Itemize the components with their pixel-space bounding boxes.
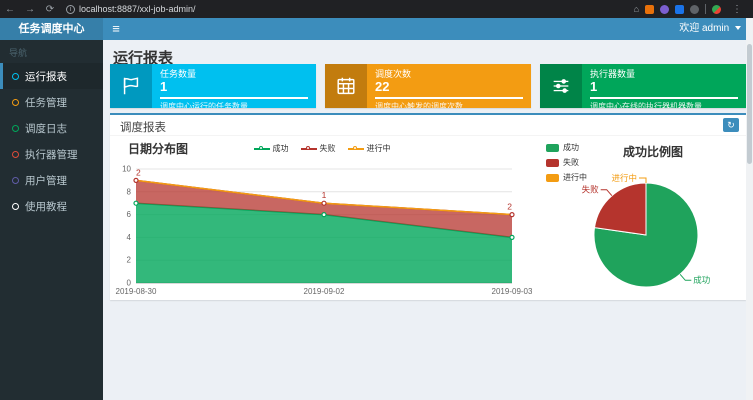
site-info-icon[interactable]: i — [66, 4, 75, 14]
address-bar[interactable]: i localhost:8887/xxl-job-admin/ — [66, 4, 634, 14]
side-panel-icon[interactable]: ⌂ — [633, 4, 639, 14]
circle-icon — [12, 176, 19, 184]
user-menu-label: 欢迎 admin — [679, 23, 730, 34]
svg-text:10: 10 — [122, 165, 131, 174]
app-navbar: 任务调度中心 ≡ 欢迎 admin — [0, 18, 753, 40]
flag-icon — [110, 64, 152, 108]
toolbar-divider — [705, 4, 706, 14]
svg-text:成功: 成功 — [693, 275, 710, 285]
page-title: 运行报表 — [113, 50, 174, 67]
browser-menu-icon[interactable]: ⋮ — [732, 3, 742, 15]
svg-text:进行中: 进行中 — [611, 173, 637, 183]
refresh-button[interactable]: ↻ — [723, 118, 739, 132]
stat-title: 任务数量 — [160, 69, 197, 79]
profile-avatar[interactable] — [712, 4, 721, 14]
stat-card-trigger-count: 调度次数 22 调度中心触发的调度次数 — [325, 64, 531, 108]
sidebar-item-label: 执行器管理 — [25, 148, 78, 161]
url-text: localhost:8887/xxl-job-admin/ — [79, 4, 196, 14]
user-menu[interactable]: 欢迎 admin — [679, 18, 741, 40]
page-scrollbar[interactable] — [746, 18, 753, 400]
svg-text:8: 8 — [127, 187, 132, 196]
sliders-icon — [540, 64, 582, 108]
sidebar-item-executor-management[interactable]: 执行器管理 — [0, 141, 103, 167]
svg-text:2: 2 — [127, 256, 132, 265]
chevron-down-icon — [735, 26, 741, 31]
svg-text:2019-09-03: 2019-09-03 — [492, 287, 532, 296]
circle-icon — [12, 72, 19, 80]
panel-title: 调度报表 — [120, 122, 166, 134]
sidebar-item-user-management[interactable]: 用户管理 — [0, 167, 103, 193]
stat-card-executor-count: 执行器数量 1 调度中心在线的执行器机器数量 — [540, 64, 746, 108]
legend-item[interactable]: 失败 — [546, 157, 587, 168]
extension-icon[interactable] — [660, 4, 669, 14]
main-content: 运行报表 任务数量 1 调度中心运行的任务数量 调度次数 — [103, 40, 746, 400]
svg-text:4: 4 — [127, 233, 132, 242]
legend-item[interactable]: 成功 — [546, 142, 587, 153]
stat-value: 1 — [160, 79, 168, 94]
sidebar-item-label: 使用教程 — [25, 200, 67, 213]
sidebar-item-task-management[interactable]: 任务管理 — [0, 89, 103, 115]
browser-forward-button[interactable]: → — [25, 3, 35, 15]
circle-icon — [12, 202, 19, 210]
stat-description: 调度中心运行的任务数量 — [160, 101, 248, 108]
stat-description: 调度中心触发的调度次数 — [375, 101, 463, 108]
browser-chrome: ← → ⟳ i localhost:8887/xxl-job-admin/ ⌂ … — [0, 0, 753, 18]
browser-reload-button[interactable]: ⟳ — [45, 3, 55, 15]
sidebar-item-run-report[interactable]: 运行报表 — [0, 63, 103, 89]
extension-icon[interactable] — [675, 4, 684, 14]
sidebar-item-label: 任务管理 — [25, 96, 67, 109]
stat-card-task-count: 任务数量 1 调度中心运行的任务数量 — [110, 64, 316, 108]
sidebar-toggle-icon[interactable]: ≡ — [112, 21, 120, 36]
svg-text:1: 1 — [322, 190, 327, 200]
sidebar-item-schedule-log[interactable]: 调度日志 — [0, 115, 103, 141]
circle-icon — [12, 98, 19, 106]
sidebar-item-label: 用户管理 — [25, 174, 67, 187]
extension-toolbar: ⌂ ⋮ — [634, 4, 747, 15]
extension-icon[interactable] — [690, 4, 699, 14]
sidebar-item-tutorial[interactable]: 使用教程 — [0, 193, 103, 219]
sidebar-header: 导航 — [9, 48, 28, 58]
svg-text:2019-08-30: 2019-08-30 — [116, 287, 157, 296]
svg-text:0: 0 — [127, 279, 132, 288]
calendar-icon — [325, 64, 367, 108]
sidebar-item-label: 运行报表 — [25, 70, 67, 83]
circle-icon — [12, 150, 19, 158]
stat-value: 1 — [590, 79, 598, 94]
svg-text:2: 2 — [507, 202, 512, 212]
stat-progress — [375, 96, 523, 99]
stat-description: 调度中心在线的执行器机器数量 — [590, 101, 702, 108]
svg-text:6: 6 — [127, 210, 132, 219]
stat-title: 执行器数量 — [590, 69, 636, 79]
pie-chart-legend: 成功 失败 进行中 — [546, 142, 587, 183]
browser-back-button[interactable]: ← — [5, 3, 15, 15]
report-panel: 调度报表 ↻ 日期分布图 成功 失败 进行中 0 2 4 6 8 10 2019-08-30 20… — [110, 113, 746, 300]
svg-text:2: 2 — [136, 167, 141, 177]
svg-text:2019-09-02: 2019-09-02 — [304, 287, 345, 296]
sidebar-item-label: 调度日志 — [25, 122, 67, 135]
date-distribution-chart: 日期分布图 成功 失败 进行中 0 2 4 6 8 10 2019-08-30 2019-09-0… — [112, 137, 533, 301]
pie-chart-title: 成功比例图 — [622, 145, 683, 159]
sidebar: 导航 运行报表 任务管理 调度日志 执行器管理 用户管理 使用教程 — [0, 40, 103, 400]
stat-progress — [590, 96, 738, 99]
area-chart-title: 日期分布图 — [128, 142, 189, 156]
pie-chart-plot: 成功 失败 进行中 — [582, 173, 710, 288]
circle-icon — [12, 124, 19, 132]
extension-icon[interactable] — [645, 4, 654, 14]
legend-item[interactable]: 进行中 — [546, 172, 587, 183]
stat-title: 调度次数 — [375, 69, 412, 79]
stat-value: 22 — [375, 79, 390, 94]
svg-text:失败: 失败 — [582, 185, 600, 195]
area-chart-plot: 0 2 4 6 8 10 2019-08-30 2019-09-02 2019-09-03 2 1 2 — [116, 165, 533, 297]
stat-progress — [160, 96, 308, 99]
success-ratio-chart: 成功 失败 进行中 成功比例图 成功 失败 进行中 — [538, 137, 744, 301]
scrollbar-thumb[interactable] — [747, 44, 752, 164]
app-title[interactable]: 任务调度中心 — [0, 18, 103, 40]
